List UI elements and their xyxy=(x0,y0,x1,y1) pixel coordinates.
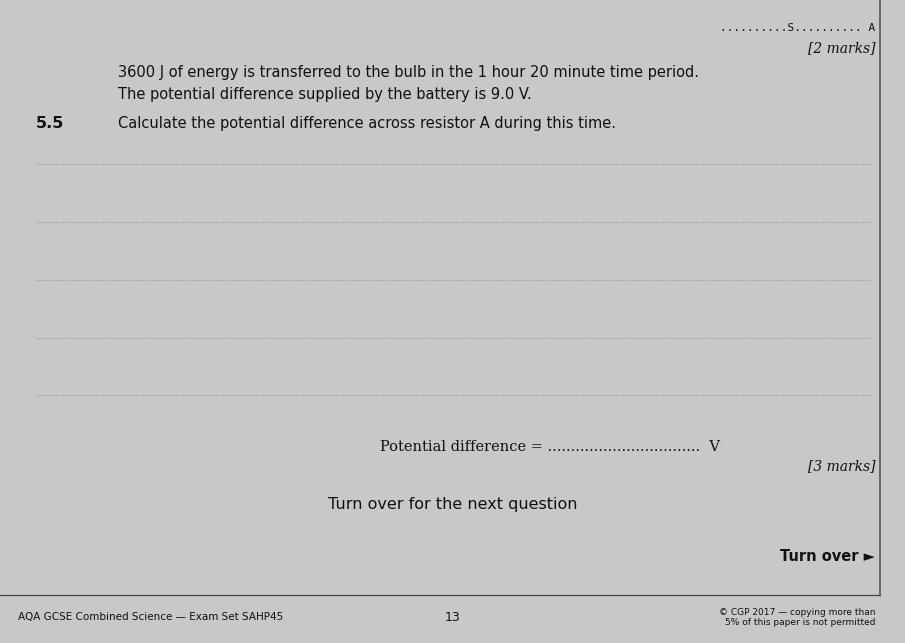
Text: AQA GCSE Combined Science — Exam Set SAHP45: AQA GCSE Combined Science — Exam Set SAH… xyxy=(18,612,283,622)
Text: 13: 13 xyxy=(444,611,461,624)
Text: [2 marks]: [2 marks] xyxy=(807,41,875,55)
Text: © CGP 2017 — copying more than
5% of this paper is not permitted: © CGP 2017 — copying more than 5% of thi… xyxy=(719,608,875,627)
Text: 3600 J of energy is transferred to the bulb in the 1 hour 20 minute time period.: 3600 J of energy is transferred to the b… xyxy=(118,64,699,80)
Text: The potential difference supplied by the battery is 9.0 V.: The potential difference supplied by the… xyxy=(118,87,531,102)
Text: Turn over for the next question: Turn over for the next question xyxy=(328,497,577,512)
Text: Potential difference = .................................  V: Potential difference = .................… xyxy=(380,440,720,454)
Text: Calculate the potential difference across resistor A during this time.: Calculate the potential difference acros… xyxy=(118,116,615,131)
Text: Turn over ►: Turn over ► xyxy=(780,548,875,564)
Text: ..........S.......... A: ..........S.......... A xyxy=(719,23,875,33)
Text: [3 marks]: [3 marks] xyxy=(807,459,875,473)
Text: 5.5: 5.5 xyxy=(36,116,64,131)
